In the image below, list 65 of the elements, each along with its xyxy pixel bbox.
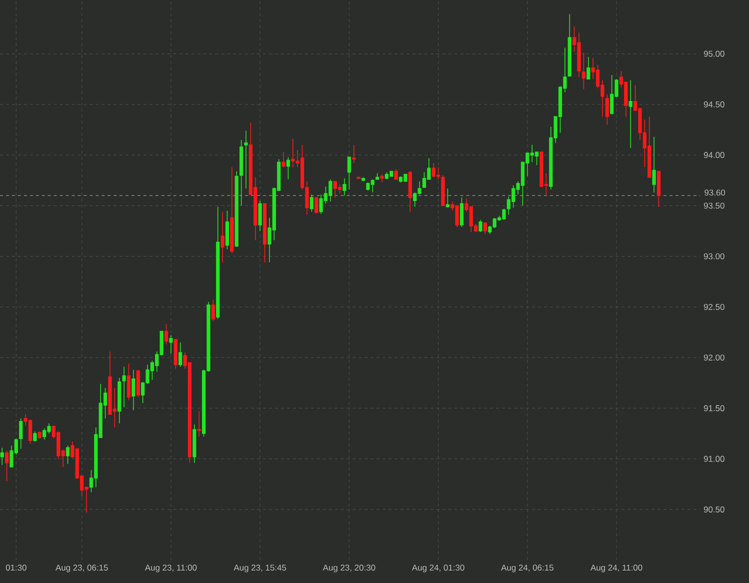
candlestick — [216, 206, 220, 320]
candlestick — [197, 410, 201, 437]
candlestick — [586, 56, 590, 80]
y-tick-label: 93.00 — [704, 253, 724, 260]
candlestick — [136, 369, 140, 398]
candlestick — [38, 431, 42, 439]
candlestick — [211, 299, 215, 322]
candlestick — [225, 210, 230, 250]
candlestick — [310, 194, 314, 212]
candlestick — [376, 172, 380, 180]
candlestick — [361, 176, 366, 182]
y-tick-label: 90.50 — [704, 506, 724, 512]
ref-line-label: 93.60 — [704, 190, 726, 196]
x-tick-label: Aug 23, 20:30 — [322, 564, 376, 572]
y-tick-label: 91.00 — [704, 456, 724, 462]
candlestick — [33, 431, 37, 442]
candlestick — [118, 377, 122, 424]
candlestick — [174, 338, 178, 370]
candlestick — [244, 130, 248, 189]
candlestick — [262, 203, 267, 263]
candlestick — [408, 170, 412, 212]
y-tick-label: 94.00 — [704, 152, 724, 158]
candlestick — [441, 174, 445, 206]
candlestick — [483, 222, 488, 234]
candlestick — [0, 447, 4, 466]
candlestick — [258, 200, 262, 232]
candlestick — [28, 418, 32, 444]
candlestick — [314, 197, 318, 214]
candlestick — [347, 156, 351, 190]
candlestick — [234, 170, 238, 247]
candlestick — [164, 324, 168, 345]
y-tick-label: 91.50 — [704, 405, 724, 412]
x-tick-label: Aug 24, 06:15 — [501, 564, 554, 572]
y-tick-label: 94.50 — [704, 101, 724, 108]
candlestick — [352, 144, 356, 164]
candlestick — [478, 219, 482, 232]
y-tick-label: 93.50 — [704, 202, 724, 209]
y-tick-label: 92.00 — [704, 354, 724, 361]
x-tick-label: 01:30 — [6, 564, 26, 571]
x-tick-label: Aug 24, 11:00 — [590, 564, 642, 572]
candlestick — [19, 418, 23, 450]
candlestick — [122, 366, 126, 408]
candlestick — [394, 168, 398, 180]
x-tick-label: Aug 23, 06:15 — [55, 564, 108, 572]
candlestick — [126, 363, 131, 401]
x-tick-label: Aug 24, 01:30 — [412, 564, 464, 572]
candlestick — [656, 170, 661, 208]
candlestick — [230, 166, 234, 254]
candlestick — [178, 342, 182, 368]
candlestick — [132, 369, 136, 411]
candlestick — [380, 174, 384, 183]
candlestick — [220, 211, 224, 263]
candlestick — [628, 80, 632, 148]
y-tick-label: 92.50 — [704, 304, 724, 310]
candlestick — [652, 136, 656, 193]
candlestick — [342, 178, 346, 196]
candlestick — [282, 152, 286, 168]
candlestick — [192, 424, 196, 464]
y-tick-label: 95.00 — [704, 50, 724, 57]
candlestick — [568, 14, 572, 76]
candlestick — [169, 334, 173, 354]
x-tick-label: Aug 23, 15:45 — [234, 564, 286, 572]
candlestick — [605, 94, 609, 126]
candlestick — [460, 197, 464, 228]
x-tick-label: Aug 23, 11:00 — [144, 564, 197, 572]
